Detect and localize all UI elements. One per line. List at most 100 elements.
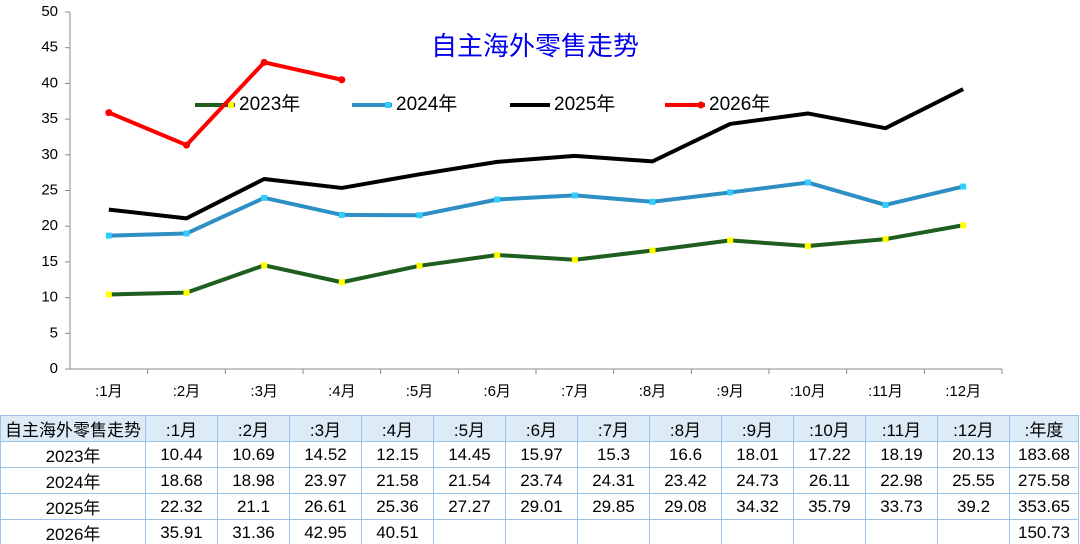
table-header: :11月 — [865, 415, 938, 442]
x-tick-label: :8月 — [639, 383, 667, 400]
data-point — [571, 256, 578, 263]
row-label: 2023年 — [0, 441, 146, 468]
table-row: 自主海外零售走势:1月:2月:3月:4月:5月:6月:7月:8月:9月:10月:… — [0, 415, 1079, 442]
table-cell: 21.58 — [361, 467, 434, 494]
table-header: :5月 — [433, 415, 506, 442]
table-cell — [505, 519, 578, 544]
table-cell: 35.79 — [793, 493, 866, 520]
data-point — [649, 247, 656, 254]
x-tick-label: :4月 — [328, 383, 356, 400]
y-tick-label: 30 — [41, 146, 58, 163]
legend-marker — [385, 102, 391, 108]
table-cell — [937, 519, 1010, 544]
data-point — [960, 222, 967, 229]
legend-label: 2025年 — [554, 93, 615, 115]
table-cell: 23.74 — [505, 467, 578, 494]
x-tick-label: :10月 — [790, 383, 826, 400]
table-header: :2月 — [217, 415, 290, 442]
data-point — [183, 141, 190, 149]
y-tick-label: 35 — [41, 110, 58, 127]
y-tick-label: 15 — [41, 253, 58, 270]
table-header: :3月 — [289, 415, 362, 442]
series-line — [108, 60, 343, 148]
table-cell: 27.27 — [433, 493, 506, 520]
y-tick-label: 45 — [41, 39, 58, 56]
table-cell: 20.13 — [937, 441, 1010, 468]
row-label: 2025年 — [0, 493, 146, 520]
data-point — [416, 212, 423, 219]
data-point — [183, 289, 190, 296]
y-tick-label: 0 — [50, 360, 58, 377]
x-tick-label: :11月 — [868, 383, 903, 400]
table-corner: 自主海外零售走势 — [0, 415, 146, 442]
data-point — [261, 262, 268, 269]
table-header: :6月 — [505, 415, 578, 442]
y-tick-label: 10 — [41, 289, 58, 306]
data-point — [260, 58, 268, 66]
table-cell: 18.68 — [145, 467, 218, 494]
data-point — [183, 230, 190, 237]
table-cell: 10.44 — [145, 441, 218, 468]
table-cell: 15.3 — [577, 441, 650, 468]
x-tick-label: :12月 — [945, 383, 981, 400]
y-tick-label: 50 — [41, 3, 58, 20]
table-cell: 42.95 — [289, 519, 362, 544]
table-cell: 17.22 — [793, 441, 866, 468]
table-cell: 21.54 — [433, 467, 506, 494]
table-total: 150.73 — [1009, 519, 1079, 544]
data-point — [649, 198, 656, 205]
data-table: 自主海外零售走势:1月:2月:3月:4月:5月:6月:7月:8月:9月:10月:… — [0, 415, 1079, 544]
row-label: 2026年 — [0, 519, 146, 544]
x-tick-label: :2月 — [173, 383, 201, 400]
data-point — [727, 237, 734, 244]
y-tick-label: 5 — [50, 324, 58, 341]
table-cell: 25.55 — [937, 467, 1010, 494]
data-point — [494, 251, 501, 258]
data-point — [804, 179, 811, 186]
x-tick-label: :3月 — [250, 383, 278, 400]
table-total: 183.68 — [1009, 441, 1079, 468]
y-tick-label: 40 — [41, 74, 58, 91]
data-point — [105, 232, 112, 239]
chart: 自主海外零售走势 0 5 10 15 20 25 30 35 40 45 50:1月:2月:3月:4… — [41, 3, 1003, 400]
table-cell: 22.32 — [145, 493, 218, 520]
table-cell: 18.01 — [721, 441, 794, 468]
table-cell: 40.51 — [361, 519, 434, 544]
table-total: 353.65 — [1009, 493, 1079, 520]
table-cell: 23.42 — [649, 467, 722, 494]
y-tick-label: 20 — [41, 217, 58, 234]
table-total: 275.58 — [1009, 467, 1079, 494]
y-tick-label: 25 — [41, 181, 58, 198]
table-header: :年度 — [1009, 415, 1079, 442]
legend-marker — [228, 102, 234, 108]
legend-label: 2026年 — [709, 93, 770, 115]
data-point — [494, 196, 501, 203]
data-point — [960, 183, 967, 190]
table-row: 2025年 22.32 21.1 26.61 25.36 27.27 29.01 29.85 2… — [0, 493, 1079, 520]
table-cell: 34.32 — [721, 493, 794, 520]
x-tick-label: :5月 — [406, 383, 434, 400]
table-header: :12月 — [937, 415, 1010, 442]
table-cell: 26.61 — [289, 493, 362, 520]
table-cell: 29.01 — [505, 493, 578, 520]
data-point — [261, 194, 268, 201]
table-cell: 14.52 — [289, 441, 362, 468]
table-cell — [793, 519, 866, 544]
data-point — [338, 211, 345, 218]
table-cell: 26.11 — [793, 467, 866, 494]
table-cell: 24.31 — [577, 467, 650, 494]
data-point — [105, 291, 112, 298]
table-row: 2023年 10.44 10.69 14.52 12.15 14.45 15.97 15.3 1… — [0, 441, 1079, 468]
table-header: :7月 — [577, 415, 650, 442]
table-cell: 29.08 — [649, 493, 722, 520]
x-tick-label: :9月 — [716, 383, 744, 400]
table-cell: 10.69 — [217, 441, 290, 468]
legend-marker — [697, 101, 705, 109]
row-label: 2024年 — [0, 467, 146, 494]
legend-label: 2024年 — [396, 93, 457, 115]
table-cell: 24.73 — [721, 467, 794, 494]
table-cell: 33.73 — [865, 493, 938, 520]
data-point — [105, 109, 113, 117]
table-cell: 25.36 — [361, 493, 434, 520]
